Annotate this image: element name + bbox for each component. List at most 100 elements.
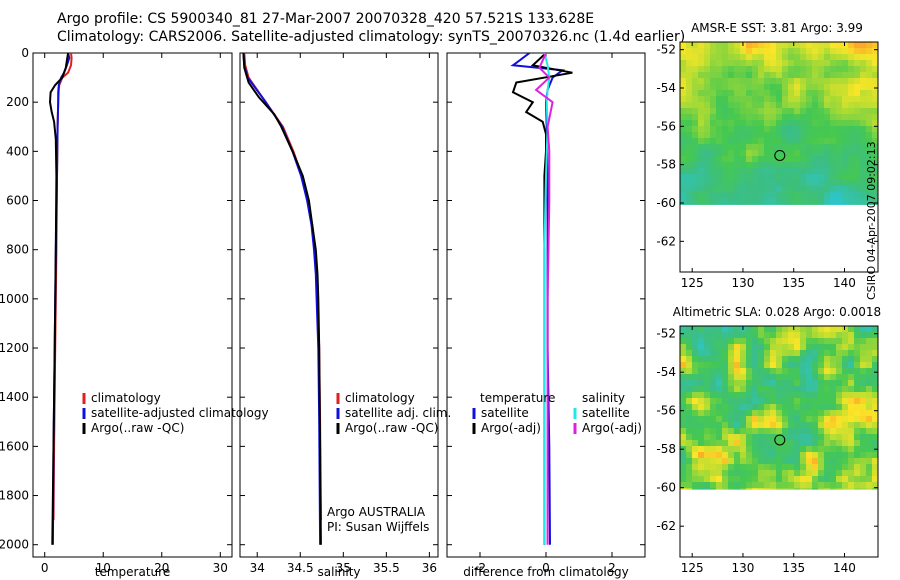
heatmap-cell bbox=[698, 488, 704, 490]
heatmap-cell bbox=[794, 54, 800, 60]
heatmap-cell bbox=[842, 114, 848, 120]
heatmap-cell bbox=[800, 120, 806, 126]
heatmap-cell bbox=[734, 470, 740, 476]
heatmap-cell bbox=[848, 458, 854, 464]
heatmap-cell bbox=[716, 186, 722, 192]
heatmap-cell bbox=[722, 72, 728, 78]
heatmap-cell bbox=[776, 428, 782, 434]
heatmap-cell bbox=[740, 398, 746, 404]
heatmap-cell bbox=[710, 84, 716, 90]
heatmap-cell bbox=[866, 54, 872, 60]
heatmap-cell bbox=[800, 434, 806, 440]
heatmap-cell bbox=[830, 326, 836, 332]
heatmap-cell bbox=[764, 114, 770, 120]
heatmap-cell bbox=[758, 440, 764, 446]
heatmap-cell bbox=[692, 144, 698, 150]
heatmap-cell bbox=[800, 362, 806, 368]
heatmap-cell bbox=[716, 198, 722, 204]
heatmap-cell bbox=[806, 392, 812, 398]
heatmap-cell bbox=[788, 326, 794, 332]
heatmap-cell bbox=[824, 404, 830, 410]
heatmap-cell bbox=[776, 374, 782, 380]
heatmap-cell bbox=[806, 102, 812, 108]
heatmap-cell bbox=[746, 344, 752, 350]
legend-label: satellite-adjusted climatology bbox=[91, 406, 269, 420]
heatmap-cell bbox=[692, 156, 698, 162]
heatmap-cell bbox=[728, 186, 734, 192]
heatmap-cell bbox=[710, 362, 716, 368]
heatmap-cell bbox=[740, 168, 746, 174]
heatmap-cell bbox=[872, 60, 878, 66]
heatmap-cell bbox=[716, 446, 722, 452]
heatmap-cell bbox=[740, 156, 746, 162]
heatmap-cell bbox=[872, 144, 878, 150]
heatmap-cell bbox=[680, 434, 686, 440]
heatmap-cell bbox=[824, 132, 830, 138]
heatmap-cell bbox=[800, 410, 806, 416]
heatmap-cell bbox=[752, 156, 758, 162]
heatmap-cell bbox=[734, 186, 740, 192]
heatmap-cell bbox=[842, 168, 848, 174]
heatmap-cell bbox=[710, 380, 716, 386]
heatmap-cell bbox=[746, 72, 752, 78]
heatmap-cell bbox=[866, 186, 872, 192]
heatmap-cell bbox=[800, 428, 806, 434]
heatmap-cell bbox=[740, 332, 746, 338]
heatmap-cell bbox=[872, 150, 878, 156]
heatmap-cell bbox=[860, 204, 866, 205]
heatmap-cell bbox=[824, 326, 830, 332]
heatmap-cell bbox=[782, 132, 788, 138]
heatmap-cell bbox=[836, 428, 842, 434]
heatmap-cell bbox=[824, 204, 830, 205]
heatmap-cell bbox=[698, 386, 704, 392]
heatmap-cell bbox=[746, 374, 752, 380]
heatmap-cell bbox=[830, 108, 836, 114]
heatmap-cell bbox=[830, 120, 836, 126]
heatmap-cell bbox=[734, 434, 740, 440]
heatmap-cell bbox=[788, 356, 794, 362]
heatmap-cell bbox=[872, 132, 878, 138]
heatmap-cell bbox=[788, 434, 794, 440]
heatmap-cell bbox=[728, 470, 734, 476]
heatmap-cell bbox=[854, 374, 860, 380]
heatmap-cell bbox=[860, 132, 866, 138]
heatmap-cell bbox=[704, 192, 710, 198]
heatmap-cell bbox=[728, 386, 734, 392]
y-tick-label: -56 bbox=[656, 404, 676, 418]
heatmap-cell bbox=[728, 350, 734, 356]
heatmap-cell bbox=[842, 150, 848, 156]
heatmap-cell bbox=[752, 416, 758, 422]
heatmap-cell bbox=[824, 150, 830, 156]
heatmap-cell bbox=[686, 48, 692, 54]
heatmap-cell bbox=[692, 452, 698, 458]
heatmap-cell bbox=[746, 476, 752, 482]
heatmap-cell bbox=[806, 386, 812, 392]
heatmap-cell bbox=[698, 398, 704, 404]
heatmap-cell bbox=[740, 162, 746, 168]
heatmap-cell bbox=[866, 488, 872, 490]
heatmap-cell bbox=[698, 374, 704, 380]
heatmap-cell bbox=[776, 90, 782, 96]
legend-label: satellite bbox=[481, 406, 529, 420]
heatmap-cell bbox=[728, 198, 734, 204]
heatmap-cell bbox=[728, 416, 734, 422]
heatmap-cell bbox=[686, 458, 692, 464]
heatmap-cell bbox=[818, 350, 824, 356]
heatmap-cell bbox=[812, 362, 818, 368]
heatmap-cell bbox=[704, 90, 710, 96]
heatmap-cell bbox=[722, 434, 728, 440]
heatmap-cell bbox=[794, 470, 800, 476]
heatmap-cell bbox=[824, 48, 830, 54]
heatmap-cell bbox=[866, 464, 872, 470]
heatmap-cell bbox=[740, 96, 746, 102]
heatmap-cell bbox=[722, 452, 728, 458]
heatmap-cell bbox=[704, 386, 710, 392]
heatmap-cell bbox=[770, 54, 776, 60]
heatmap-cell bbox=[812, 350, 818, 356]
heatmap-cell bbox=[794, 464, 800, 470]
figure-title-line2: Climatology: CARS2006. Satellite-adjuste… bbox=[57, 29, 685, 45]
heatmap-cell bbox=[806, 476, 812, 482]
heatmap-cell bbox=[728, 54, 734, 60]
heatmap-cell bbox=[836, 422, 842, 428]
heatmap-cell bbox=[728, 138, 734, 144]
